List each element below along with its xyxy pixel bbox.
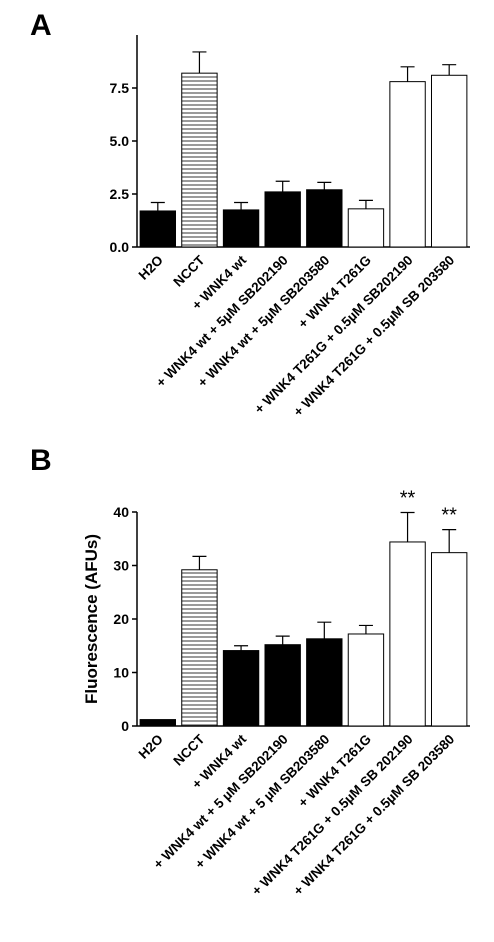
bar — [264, 191, 301, 248]
x-tick-label: + WNK4 T261G — [295, 253, 374, 332]
error-bar — [275, 180, 290, 192]
error-bar — [234, 201, 249, 210]
y-tick-label: 10 — [113, 665, 129, 681]
x-tick-label: NCCT — [170, 252, 208, 290]
y-tick-label: 2.5 — [110, 186, 130, 202]
error-bar — [150, 201, 165, 211]
error-bar — [317, 181, 332, 190]
error-bar — [234, 645, 249, 651]
bar — [222, 209, 260, 248]
error-bar — [442, 529, 457, 553]
panel-letter: B — [30, 444, 52, 477]
bar — [181, 72, 218, 248]
error-bar — [192, 555, 207, 570]
y-tick-label: 0 — [121, 718, 129, 734]
bar — [181, 569, 218, 727]
y-tick-label: 5.0 — [110, 133, 130, 149]
y-tick-label: 30 — [113, 558, 129, 574]
bar — [222, 650, 260, 727]
bar — [306, 189, 343, 248]
bar — [430, 552, 468, 727]
significance-marker: ** — [441, 505, 457, 527]
y-axis-label: Fluorescence (AFUs) — [82, 534, 101, 704]
bar — [389, 81, 426, 248]
x-tick-label: + WNK4 T261G — [295, 732, 374, 811]
error-bar — [317, 621, 332, 639]
bar — [264, 644, 301, 727]
x-tick-label: H2O — [136, 732, 166, 762]
bar — [347, 633, 385, 727]
significance-marker: ** — [400, 488, 416, 510]
bar — [306, 638, 343, 727]
bar — [139, 719, 177, 727]
x-tick-label: NCCT — [170, 731, 208, 769]
error-bar — [442, 64, 457, 76]
x-tick-label: H2O — [136, 253, 166, 283]
error-bar — [358, 624, 373, 634]
bar — [389, 541, 426, 727]
error-bar — [400, 66, 415, 82]
bar — [347, 208, 385, 248]
y-tick-label: 7.5 — [110, 80, 130, 96]
y-tick-label: 0.0 — [110, 239, 130, 255]
bar — [139, 210, 177, 248]
panel-letter: A — [30, 9, 52, 42]
error-bar — [275, 635, 290, 645]
error-bar — [400, 511, 415, 542]
error-bar — [192, 51, 207, 74]
y-tick-label: 20 — [113, 611, 129, 627]
error-bar — [358, 199, 373, 209]
bar — [430, 74, 468, 248]
y-tick-label: 40 — [113, 504, 129, 520]
